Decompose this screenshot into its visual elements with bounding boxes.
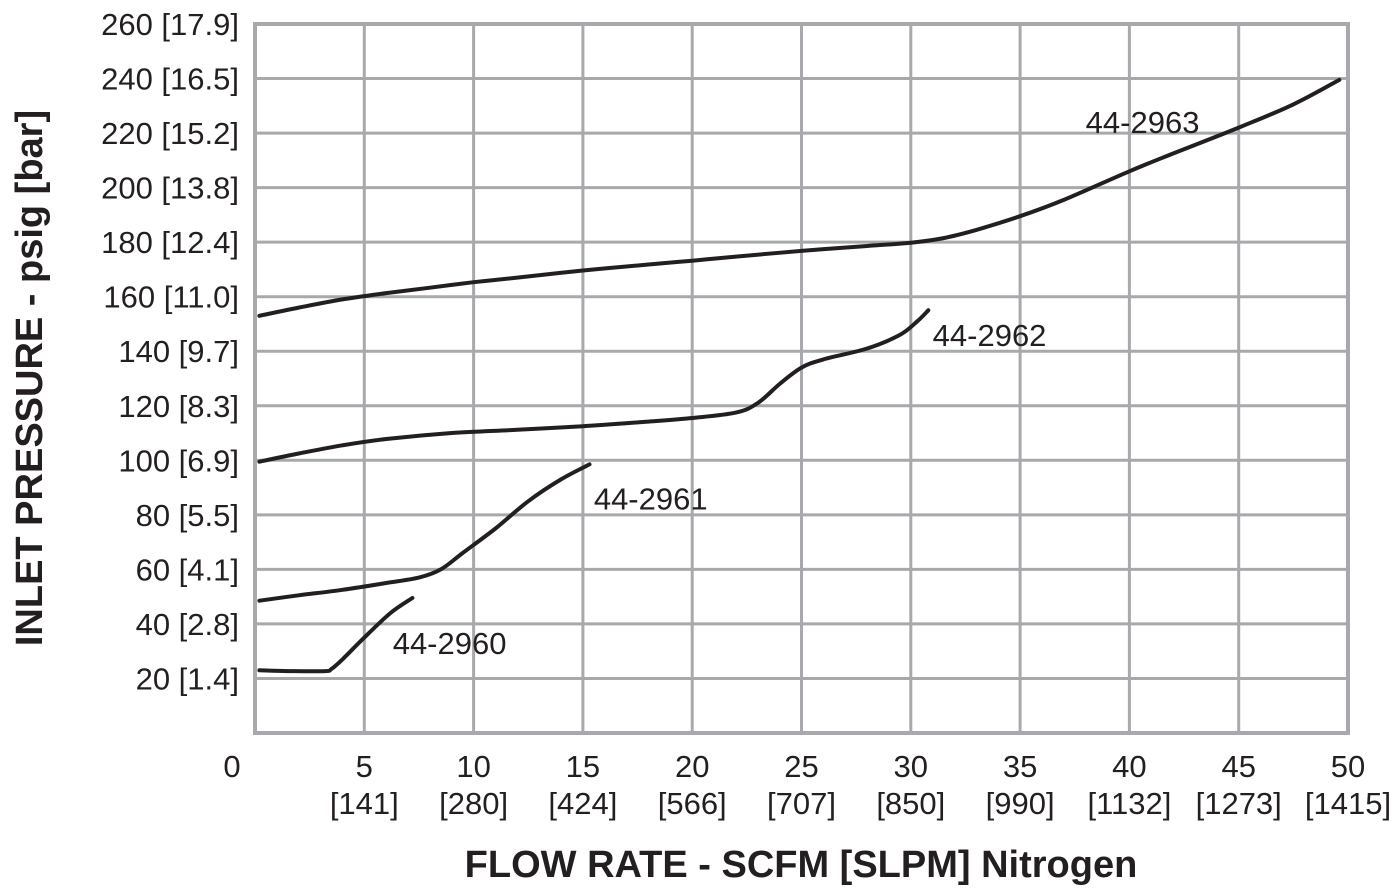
y-tick-label-160: 160 [11.0] — [103, 280, 239, 315]
axis-ticks: 0 5[141] 10[280] 15[424] 20[566] 25[707] 30[85… — [101, 7, 1391, 821]
x-tick-sublabel-10: [280] — [439, 786, 508, 821]
y-tick-label-200: 200 [13.8] — [101, 171, 239, 206]
series-line-44-2962 — [257, 308, 931, 464]
y-tick-label-260: 260 [17.9] — [101, 7, 239, 42]
y-tick-label-220: 220 [15.2] — [101, 116, 239, 151]
y-tick-label-40: 40 [2.8] — [136, 607, 239, 642]
series-line-44-2960 — [257, 596, 415, 674]
x-tick-label-40: 40 — [1112, 749, 1146, 784]
y-tick-label-140: 140 [9.7] — [118, 334, 239, 369]
x-tick-sublabel-40: [1132] — [1087, 786, 1171, 821]
x-tick-label-50: 50 — [1331, 749, 1365, 784]
y-tick-label-100: 100 [6.9] — [118, 443, 239, 478]
x-tick-sublabel-20: [566] — [658, 786, 727, 821]
series-line-44-2961 — [257, 462, 592, 603]
plot-area-frame — [253, 22, 1350, 735]
x-tick-label-5: 5 — [356, 749, 373, 784]
x-axis-title: FLOW RATE - SCFM [SLPM] Nitrogen — [465, 844, 1138, 886]
y-tick-label-80: 80 [5.5] — [136, 498, 239, 533]
x-tick-label-0: 0 — [223, 749, 240, 784]
series-line-44-2963 — [257, 77, 1342, 318]
series-label-44-2962: 44-2962 — [933, 318, 1047, 353]
x-tick-label-35: 35 — [1003, 749, 1037, 784]
x-tick-sublabel-30: [850] — [876, 786, 945, 821]
x-tick-label-10: 10 — [456, 749, 490, 784]
x-tick-sublabel-25: [707] — [767, 786, 836, 821]
series-label-44-2960: 44-2960 — [393, 626, 507, 661]
x-tick-label-20: 20 — [675, 749, 709, 784]
y-tick-label-240: 240 [16.5] — [101, 62, 239, 97]
y-axis-title: INLET PRESSURE - psig [bar] — [9, 110, 51, 646]
x-tick-sublabel-15: [424] — [548, 786, 617, 821]
x-tick-sublabel-35: [990] — [986, 786, 1055, 821]
x-tick-label-30: 30 — [894, 749, 928, 784]
x-tick-sublabel-5: [141] — [330, 786, 399, 821]
x-tick-sublabel-50: [1415] — [1305, 786, 1391, 821]
x-tick-label-15: 15 — [566, 749, 600, 784]
x-tick-label-45: 45 — [1221, 749, 1255, 784]
x-tick-label-25: 25 — [784, 749, 818, 784]
chart-grid — [255, 24, 1348, 733]
y-tick-label-60: 60 [4.1] — [136, 552, 239, 587]
series-label-44-2961: 44-2961 — [594, 481, 708, 516]
y-tick-label-120: 120 [8.3] — [118, 389, 239, 424]
series-group — [257, 77, 1342, 674]
series-labels: 44-2960 44-2961 44-2962 44-2963 — [393, 105, 1200, 661]
y-tick-label-20: 20 [1.4] — [136, 661, 239, 696]
y-tick-label-180: 180 [12.4] — [101, 225, 239, 260]
series-label-44-2963: 44-2963 — [1086, 105, 1200, 140]
x-tick-sublabel-45: [1273] — [1196, 786, 1282, 821]
